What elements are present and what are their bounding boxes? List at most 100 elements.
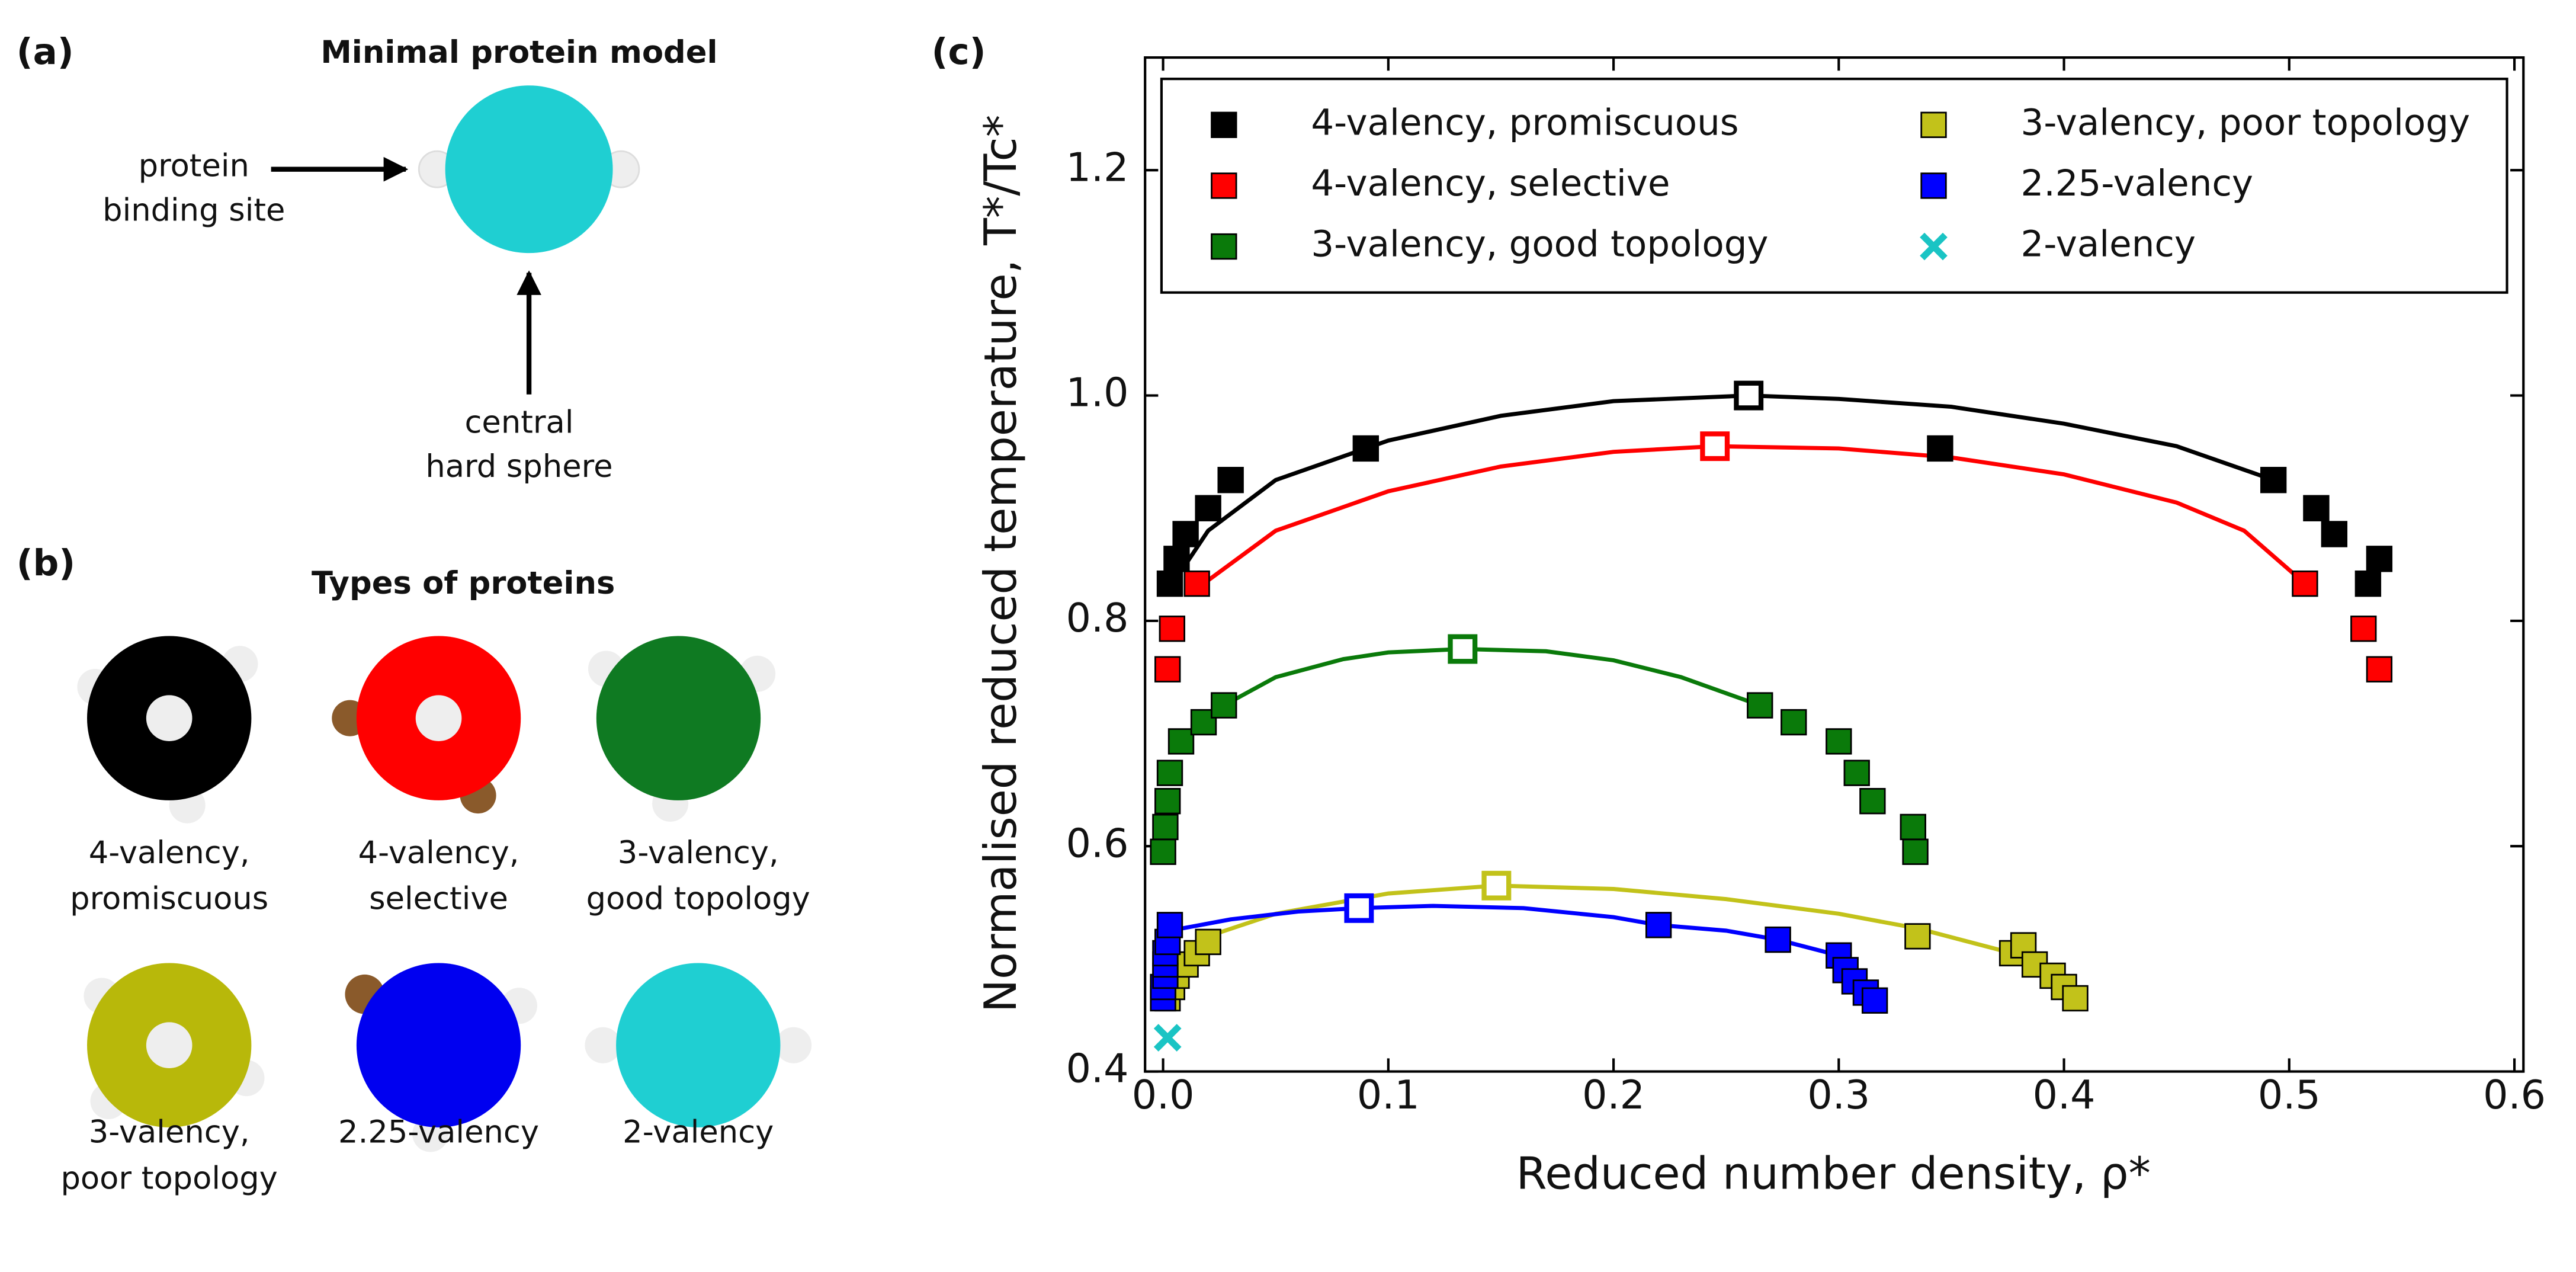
point bbox=[2062, 985, 2089, 1012]
protein-label: 3-valency, bbox=[89, 1114, 250, 1151]
x-tick-label: 0.4 bbox=[2033, 1072, 2096, 1118]
legend-marker bbox=[1211, 111, 1237, 139]
legend-label: 4-valency, selective bbox=[1311, 162, 1670, 204]
legend-box bbox=[1160, 78, 2508, 294]
protein-label: 4-valency, bbox=[89, 835, 250, 871]
legend-marker bbox=[1211, 172, 1237, 199]
legend-label: 3-valency, poor topology bbox=[2021, 101, 2471, 143]
point bbox=[1765, 926, 1791, 953]
y-tick-label: 1.0 bbox=[1066, 370, 1129, 416]
point bbox=[1217, 467, 1244, 494]
point bbox=[1645, 912, 1672, 938]
y-tick-label: 1.2 bbox=[1066, 144, 1129, 190]
protein-icons bbox=[77, 636, 812, 1152]
point bbox=[1902, 838, 1929, 865]
critical-point bbox=[1481, 870, 1512, 901]
point bbox=[1172, 521, 1199, 547]
point bbox=[2260, 467, 2287, 494]
legend-marker bbox=[1211, 233, 1237, 260]
x-tick-label: 0.0 bbox=[1132, 1072, 1195, 1118]
point bbox=[1150, 838, 1176, 865]
fit-curve bbox=[1172, 393, 2275, 583]
critical-point bbox=[1344, 893, 1374, 923]
panel-label: (c) bbox=[932, 31, 986, 73]
protein-label: 2.25-valency bbox=[338, 1114, 539, 1151]
protein-label: poor topology bbox=[60, 1160, 277, 1196]
point bbox=[1843, 760, 1870, 786]
point bbox=[1183, 570, 1210, 597]
protein-label: good topology bbox=[586, 881, 810, 917]
protein-label: selective bbox=[369, 881, 508, 917]
y-tick-label: 0.6 bbox=[1066, 820, 1129, 866]
x-axis-label: Reduced number density, ρ* bbox=[1516, 1148, 2151, 1200]
point bbox=[1900, 813, 1926, 841]
point bbox=[1167, 728, 1195, 755]
plot-frame bbox=[1144, 56, 2525, 1073]
point bbox=[1781, 709, 1807, 736]
point bbox=[1352, 435, 1380, 462]
y-tick-label: 0.4 bbox=[1066, 1046, 1129, 1092]
point bbox=[2350, 616, 2377, 642]
point bbox=[2303, 495, 2330, 521]
point bbox=[1861, 987, 1888, 1014]
x-tick-label: 0.2 bbox=[1582, 1072, 1645, 1118]
fit-curve bbox=[1169, 903, 1840, 958]
x-tick-label: 0.5 bbox=[2258, 1072, 2321, 1118]
legend-label: 2.25-valency bbox=[2021, 162, 2254, 204]
point bbox=[1826, 728, 1852, 755]
minimal-protein bbox=[418, 85, 640, 254]
point bbox=[1195, 928, 1221, 956]
annotation: central bbox=[464, 404, 573, 440]
panel-label: (a) bbox=[17, 31, 74, 73]
point bbox=[1163, 546, 1190, 572]
x-tick-label: 0.3 bbox=[1807, 1072, 1870, 1118]
point bbox=[1152, 813, 1179, 841]
point bbox=[1904, 923, 1931, 950]
panel-title: Minimal protein model bbox=[320, 34, 717, 71]
point bbox=[1154, 787, 1181, 815]
legend-marker bbox=[1920, 111, 1947, 139]
point bbox=[1747, 692, 1773, 719]
protein-label: promiscuous bbox=[70, 881, 268, 917]
fit-curve bbox=[1202, 444, 2306, 585]
point bbox=[1195, 495, 1221, 521]
x-tick-label: 0.1 bbox=[1357, 1072, 1420, 1118]
critical-point bbox=[1448, 634, 1478, 664]
protein-label: 2-valency bbox=[623, 1114, 774, 1151]
point bbox=[1153, 1024, 1182, 1052]
legend-marker bbox=[1920, 232, 1948, 261]
point bbox=[2366, 546, 2393, 572]
point bbox=[1859, 787, 1886, 815]
point bbox=[2321, 521, 2348, 547]
fit-curve bbox=[1207, 883, 2013, 956]
fit-curve bbox=[1223, 646, 1761, 707]
point bbox=[1927, 435, 1953, 462]
critical-point bbox=[1734, 380, 1764, 411]
point bbox=[2366, 656, 2393, 683]
protein-label: 4-valency, bbox=[358, 835, 519, 871]
panel-label: (b) bbox=[17, 542, 75, 584]
point bbox=[1154, 656, 1181, 683]
point bbox=[1211, 692, 1237, 719]
point bbox=[1190, 709, 1217, 736]
legend-label: 3-valency, good topology bbox=[1311, 223, 1768, 265]
point bbox=[1156, 912, 1183, 938]
annotation: binding site bbox=[102, 192, 285, 228]
legend-label: 4-valency, promiscuous bbox=[1311, 101, 1738, 143]
point bbox=[2292, 570, 2318, 597]
y-tick-label: 0.8 bbox=[1066, 595, 1129, 641]
point bbox=[1159, 616, 1186, 642]
panel-title: Types of proteins bbox=[312, 565, 615, 601]
protein-label: 3-valency, bbox=[618, 835, 779, 871]
point bbox=[1156, 760, 1183, 786]
annotation: hard sphere bbox=[425, 448, 612, 485]
annotation: protein bbox=[139, 148, 249, 184]
point bbox=[1156, 570, 1183, 597]
legend-marker bbox=[1920, 172, 1947, 199]
x-tick-label: 0.6 bbox=[2483, 1072, 2546, 1118]
critical-point bbox=[1700, 431, 1730, 462]
point bbox=[2354, 570, 2382, 597]
y-axis-label: Normalised reduced temperature, T*/Tc* bbox=[974, 115, 1026, 1013]
